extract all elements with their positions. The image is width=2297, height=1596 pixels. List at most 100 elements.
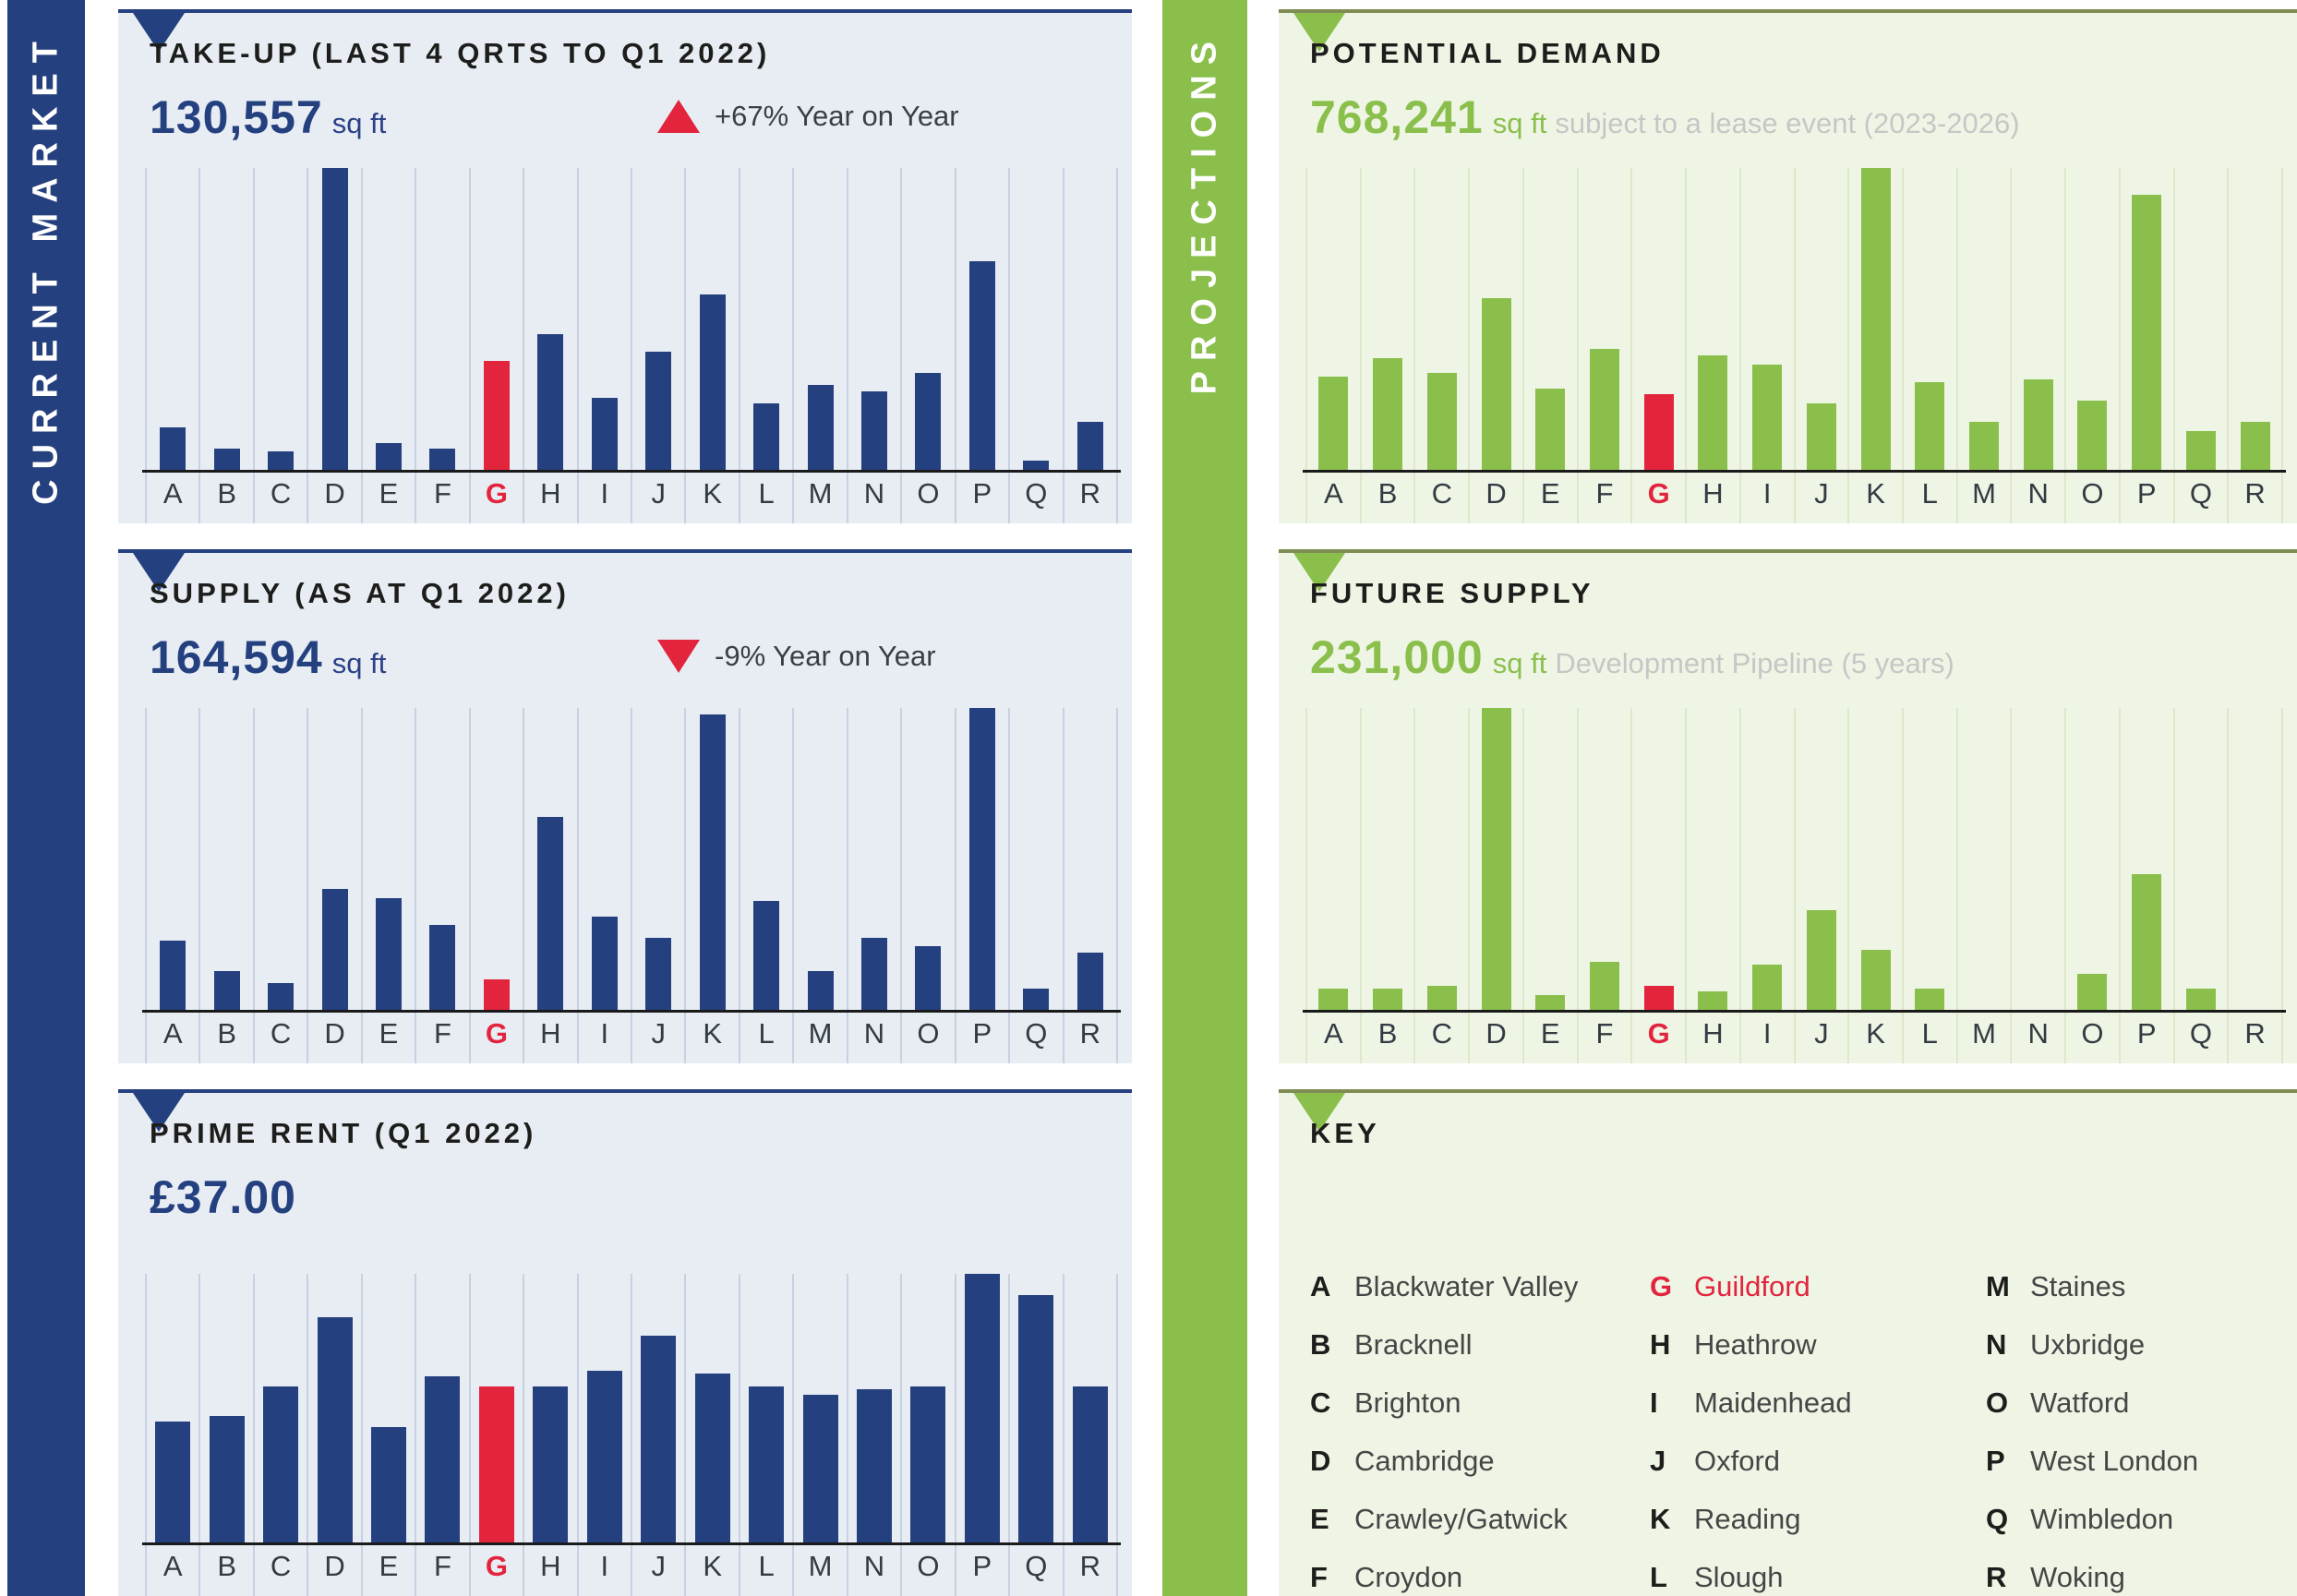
bar-I bbox=[591, 397, 618, 470]
gridline bbox=[360, 708, 363, 1063]
bar-K bbox=[699, 294, 726, 470]
supply-unit: sq ft bbox=[331, 647, 387, 679]
gridline bbox=[1468, 708, 1471, 1063]
gridline bbox=[468, 1274, 471, 1596]
gridline bbox=[145, 168, 147, 523]
key-name: Bracknell bbox=[1354, 1327, 1473, 1361]
gridline bbox=[792, 708, 795, 1063]
bar-O bbox=[915, 373, 942, 470]
x-label-F: F bbox=[433, 1017, 451, 1050]
key-legend: A Blackwater Valley B Bracknell C Brighton D Ca… bbox=[1310, 1257, 2288, 1596]
future-supply-title: FUTURE SUPPLY bbox=[1310, 577, 1594, 609]
x-label-R: R bbox=[2244, 477, 2266, 510]
potential-demand-stat-row: 768,241 sq ft subject to a lease event (… bbox=[1310, 90, 2282, 150]
gridline bbox=[631, 168, 632, 523]
x-label-E: E bbox=[379, 1550, 399, 1582]
down-triangle-marker-icon bbox=[1293, 1093, 1345, 1132]
key-letter: Q bbox=[1986, 1502, 2009, 1535]
current-market-rail: CURRENT MARKET bbox=[7, 0, 85, 1596]
down-triangle-marker-icon bbox=[1293, 13, 1345, 52]
x-label-K: K bbox=[703, 1017, 722, 1050]
bar-R bbox=[1076, 952, 1103, 1010]
bar-E bbox=[1535, 994, 1566, 1010]
bar-N bbox=[857, 1389, 892, 1542]
key-item-I: I Maidenhead bbox=[1650, 1374, 1986, 1432]
key-item-M: M Staines bbox=[1986, 1257, 2288, 1315]
supply-yoy: -9% Year on Year bbox=[657, 640, 936, 673]
gridline bbox=[1062, 168, 1064, 523]
x-label-F: F bbox=[1595, 477, 1614, 510]
plot-area bbox=[146, 1274, 1117, 1542]
key-name: Staines bbox=[2030, 1269, 2126, 1302]
bar-C bbox=[268, 451, 295, 470]
key-letter: M bbox=[1986, 1269, 2010, 1302]
gridline bbox=[1413, 168, 1416, 523]
bar-F bbox=[429, 925, 456, 1010]
key-name: Brighton bbox=[1354, 1386, 1461, 1419]
plot-area bbox=[1306, 168, 2282, 470]
future-supply-stat-row: 231,000 sq ft Development Pipeline (5 ye… bbox=[1310, 630, 2282, 690]
bar-M bbox=[802, 1394, 838, 1542]
bar-Q bbox=[2185, 430, 2216, 470]
gridline bbox=[2010, 708, 2013, 1063]
bar-N bbox=[861, 937, 887, 1010]
gridline bbox=[1008, 168, 1011, 523]
x-label-C: C bbox=[270, 477, 292, 510]
gridline bbox=[1901, 708, 1904, 1063]
gridline bbox=[523, 708, 525, 1063]
bar-K bbox=[1860, 168, 1891, 470]
bar-R bbox=[1072, 1386, 1108, 1542]
bar-B bbox=[213, 970, 240, 1010]
gridline bbox=[954, 1274, 956, 1596]
gridline bbox=[2118, 708, 2121, 1063]
x-label-D: D bbox=[1485, 1017, 1507, 1050]
x-label-L: L bbox=[758, 1550, 775, 1582]
potential-demand-title: POTENTIAL DEMAND bbox=[1310, 37, 1665, 69]
bar-Q bbox=[1023, 461, 1050, 470]
x-label-G: G bbox=[1647, 1017, 1670, 1050]
bar-F bbox=[1589, 349, 1619, 470]
x-label-I: I bbox=[600, 1550, 609, 1582]
gridline bbox=[954, 708, 956, 1063]
gridline bbox=[576, 168, 579, 523]
supply-value: 164,594 bbox=[150, 631, 323, 683]
gridline bbox=[2172, 708, 2175, 1063]
key-item-C: C Brighton bbox=[1310, 1374, 1650, 1432]
x-label-R: R bbox=[1079, 1017, 1100, 1050]
key-item-N: N Uxbridge bbox=[1986, 1315, 2288, 1374]
key-title: KEY bbox=[1310, 1117, 1380, 1149]
gridline bbox=[252, 168, 255, 523]
bar-E bbox=[376, 898, 402, 1010]
gridline bbox=[1955, 168, 1958, 523]
gridline bbox=[2172, 168, 2175, 523]
plot-area bbox=[1306, 708, 2282, 1010]
x-label-O: O bbox=[2081, 477, 2104, 510]
potential-demand-value: 768,241 bbox=[1310, 91, 1484, 143]
gridline bbox=[1847, 708, 1850, 1063]
x-label-L: L bbox=[758, 477, 775, 510]
key-letter: C bbox=[1310, 1386, 1331, 1419]
x-label-M: M bbox=[808, 477, 833, 510]
key-letter: O bbox=[1986, 1386, 2009, 1419]
key-item-G: G Guildford bbox=[1650, 1257, 1986, 1315]
key-item-Q: Q Wimbledon bbox=[1986, 1490, 2288, 1548]
take-up-unit: sq ft bbox=[331, 107, 387, 139]
bar-O bbox=[910, 1386, 946, 1542]
key-letter: G bbox=[1650, 1269, 1673, 1302]
bar-H bbox=[537, 333, 564, 470]
gridline bbox=[1793, 708, 1796, 1063]
x-axis-baseline bbox=[142, 470, 1121, 473]
gridline bbox=[1685, 708, 1688, 1063]
gridline bbox=[2281, 708, 2283, 1063]
x-axis-baseline bbox=[142, 1542, 1121, 1545]
key-item-D: D Cambridge bbox=[1310, 1432, 1650, 1490]
gridline bbox=[1901, 168, 1904, 523]
bar-K bbox=[694, 1373, 730, 1542]
x-label-N: N bbox=[863, 1017, 885, 1050]
bar-H bbox=[537, 816, 564, 1010]
key-item-H: H Heathrow bbox=[1650, 1315, 1986, 1374]
x-label-J: J bbox=[651, 1550, 666, 1582]
